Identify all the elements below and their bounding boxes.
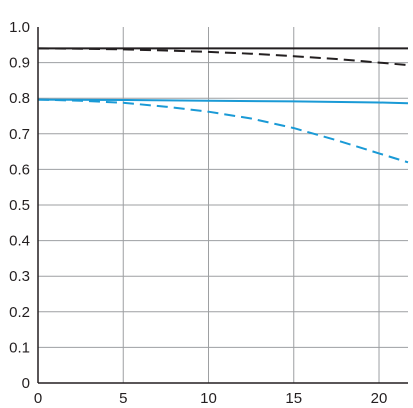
series-lines (37, 47, 409, 164)
y-tick-label: 0.3 (9, 268, 30, 285)
x-tick-label: 10 (200, 390, 217, 407)
x-tick-label: 20 (371, 390, 388, 407)
y-tick-label: 0.9 (9, 55, 30, 72)
y-tick-label: 0.1 (9, 339, 30, 356)
x-tick-label: 5 (119, 390, 127, 407)
y-tick-label: 0.2 (9, 304, 30, 321)
x-tick-label: 0 (34, 390, 42, 407)
y-tick-label: 0.7 (9, 126, 30, 143)
y-tick-label: 1.0 (9, 19, 30, 36)
y-tick-label: 0.5 (9, 197, 30, 214)
x-tick-label: 15 (285, 390, 302, 407)
y-tick-label: 0.4 (9, 233, 30, 250)
series-line-3 (37, 98, 409, 105)
plot-frame (37, 27, 408, 384)
y-tick-label: 0 (22, 375, 30, 392)
y-tick-label: 0.8 (9, 90, 30, 107)
series-line-4 (37, 98, 409, 164)
series-line-2 (37, 47, 409, 67)
tick-labels: 0 0.1 0.2 0.3 0.4 0.5 0.6 0.7 0.8 0.9 1.0 0 5 10 15 20 (9, 19, 387, 407)
grid-lines (38, 27, 408, 383)
y-tick-label: 0.6 (9, 161, 30, 178)
